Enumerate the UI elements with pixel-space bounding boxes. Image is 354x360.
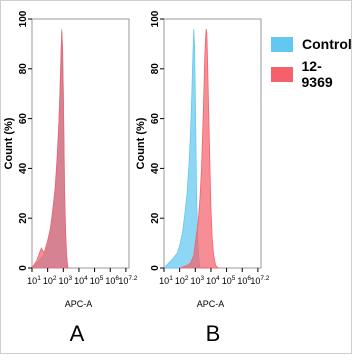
- y-tick-label-40-b: 40: [150, 162, 161, 174]
- x-tick-label-5-a: 105: [90, 275, 104, 286]
- x-tick-label-4-b: 104: [206, 275, 220, 286]
- x-tick-label-2-a: 102: [43, 275, 57, 286]
- panel-b: 0 20 40 60 80 100 Count (%) 101 102 103 104 105 106 1…: [135, 10, 270, 346]
- histogram-sample-a: [31, 31, 69, 269]
- x-tick-label-6-a: 106: [105, 275, 119, 286]
- figure-frame: 0 20 40 60 80 100 Count (%) 101 102 103 104 105 106 1…: [0, 0, 352, 354]
- plot-area-a: [31, 18, 130, 269]
- y-tick-label-60-b: 60: [150, 113, 161, 125]
- x-axis-label-b: APC-A: [197, 299, 225, 309]
- histogram-sample-b: [179, 28, 220, 269]
- y-axis-label-b: Count (%): [135, 117, 147, 169]
- x-tick-label-3-b: 103: [190, 275, 204, 286]
- y-tick-label-0-b: 0: [150, 265, 161, 271]
- legend-item-sample: 12-9369: [271, 58, 352, 90]
- panel-label-a: A: [70, 321, 85, 346]
- legend-item-control: Control: [271, 29, 352, 59]
- x-tick-label-4-a: 104: [74, 275, 88, 286]
- y-tick-label-100-b: 100: [150, 10, 161, 27]
- x-tick-label-1-b: 101: [159, 275, 173, 286]
- y-tick-label-60-a: 60: [18, 113, 29, 125]
- y-tick-label-20-a: 20: [18, 212, 29, 224]
- legend-swatch-control: [271, 36, 293, 52]
- y-tick-label-20-b: 20: [150, 212, 161, 224]
- legend: Control 12-9369: [271, 29, 352, 90]
- x-tick-label-7.2-b: 107.2: [250, 275, 269, 286]
- panel-label-b: B: [206, 321, 221, 346]
- legend-label-sample: 12-9369: [301, 58, 333, 90]
- x-tick-label-6-b: 106: [237, 275, 251, 286]
- x-tick-label-2-b: 102: [175, 275, 189, 286]
- y-tick-label-100-a: 100: [18, 10, 29, 27]
- y-axis-label-a: Count (%): [3, 117, 15, 169]
- legend-swatch-sample: [271, 66, 293, 82]
- x-axis-label-a: APC-A: [65, 299, 93, 309]
- x-tick-label-5-b: 105: [222, 275, 236, 286]
- y-tick-label-0-a: 0: [18, 265, 29, 271]
- plot-area-b: [163, 18, 262, 269]
- y-tick-label-40-a: 40: [18, 162, 29, 174]
- y-tick-label-80-a: 80: [18, 63, 29, 75]
- legend-label-control: Control: [302, 36, 352, 52]
- x-tick-label-1-a: 101: [27, 275, 41, 286]
- y-tick-label-80-b: 80: [150, 63, 161, 75]
- x-tick-label-3-a: 103: [58, 275, 72, 286]
- panel-a: 0 20 40 60 80 100 Count (%) 101 102 103 104 105 106 1…: [3, 10, 138, 346]
- x-tick-label-7.2-a: 107.2: [118, 275, 137, 286]
